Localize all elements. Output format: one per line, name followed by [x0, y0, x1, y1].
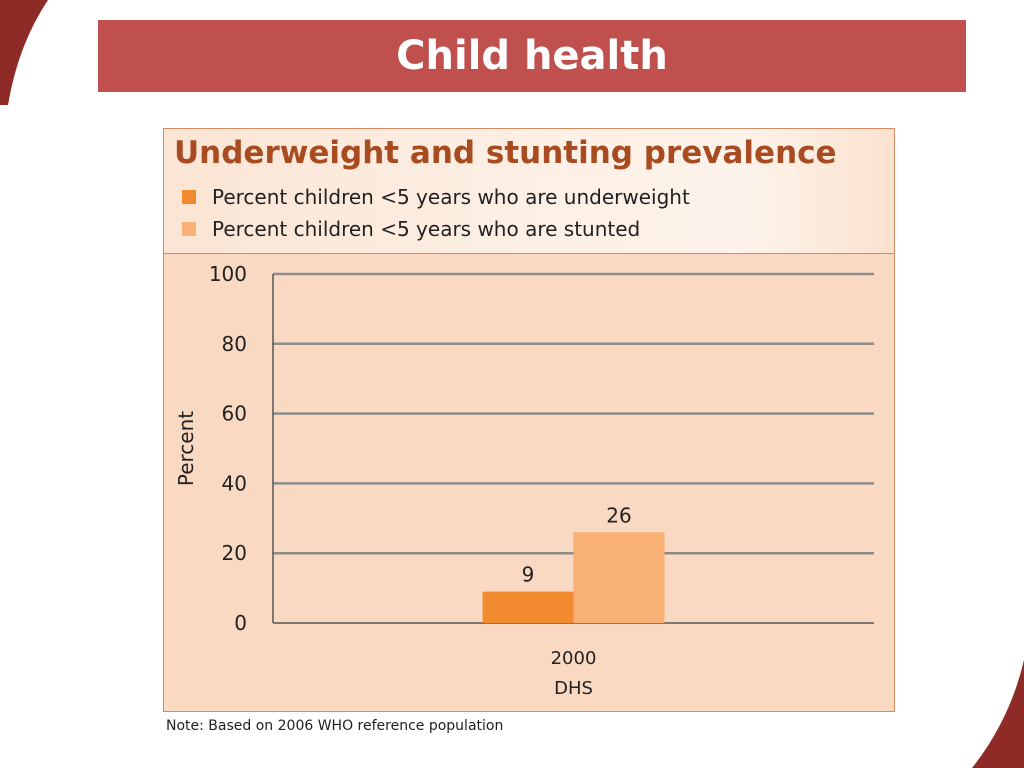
bar-series-1-cat-0: [573, 532, 665, 623]
chart-panel: Underweight and stunting prevalence Perc…: [163, 128, 895, 712]
slide-title: Child health: [396, 33, 668, 79]
y-axis-label: Percent: [174, 411, 198, 486]
data-label-series-0-cat-0: 9: [522, 563, 535, 587]
y-tick-label-80: 80: [222, 332, 247, 356]
legend-item-stunted: Percent children <5 years who are stunte…: [182, 217, 640, 241]
y-tick-label-20: 20: [222, 541, 247, 565]
y-tick-label-100: 100: [209, 262, 247, 286]
bar-series-0-cat-0: [482, 591, 574, 623]
footnote: Note: Based on 2006 WHO reference popula…: [166, 718, 504, 734]
chart-title: Underweight and stunting prevalence: [174, 135, 837, 171]
data-label-series-1-cat-0: 26: [606, 503, 631, 527]
y-tick-label-40: 40: [222, 471, 247, 495]
legend-swatch-underweight: [182, 190, 196, 204]
legend-label-underweight: Percent children <5 years who are underw…: [212, 185, 690, 209]
slide-title-banner: Child health: [98, 20, 966, 92]
x-tick-label-0-line-1: DHS: [554, 678, 593, 699]
legend-item-underweight: Percent children <5 years who are underw…: [182, 185, 690, 209]
y-tick-label-0: 0: [234, 611, 247, 635]
legend-swatch-stunted: [182, 222, 196, 236]
bar-chart-plot: 0 20 40 60 80 100 Percent 9 26 2000 DHS: [174, 262, 874, 699]
corner-swoosh-top-left: [0, 0, 48, 105]
x-tick-label-0-line-0: 2000: [551, 648, 597, 669]
chart-header: Underweight and stunting prevalence Perc…: [164, 129, 894, 254]
legend-label-stunted: Percent children <5 years who are stunte…: [212, 217, 641, 241]
corner-swoosh-bottom-right: [972, 660, 1024, 768]
y-tick-label-60: 60: [222, 402, 247, 426]
